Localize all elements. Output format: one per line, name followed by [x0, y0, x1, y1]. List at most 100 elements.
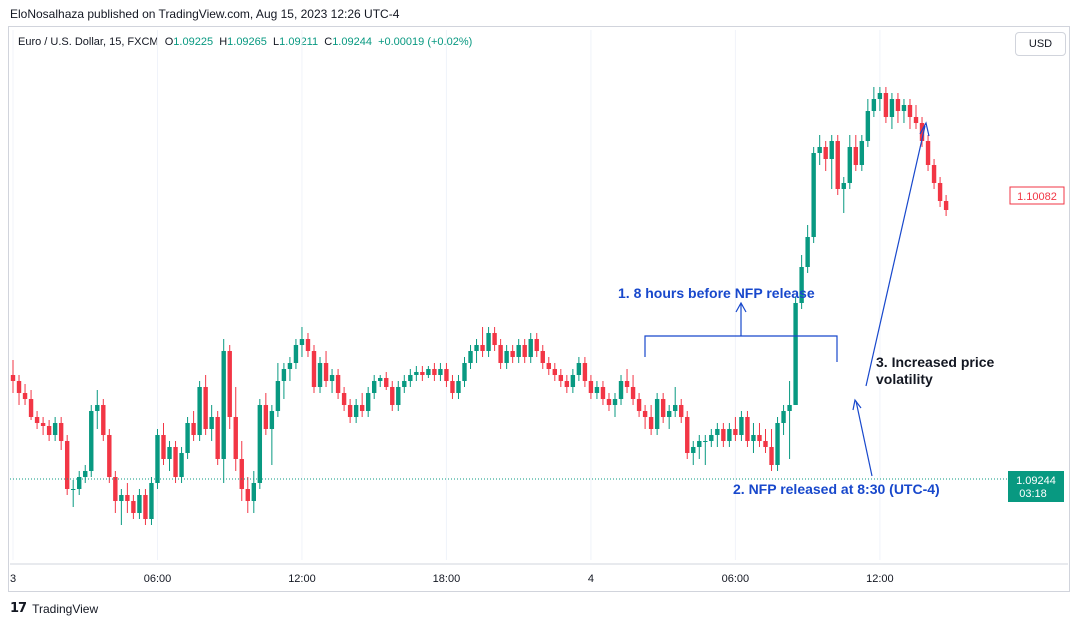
candle-body — [269, 411, 275, 429]
candle-down — [113, 471, 118, 513]
candle-down — [420, 366, 425, 381]
annotation-volatility-line1: 3. Increased price — [876, 354, 995, 370]
candle-body — [462, 363, 467, 381]
candle-body — [209, 417, 214, 429]
candle-up — [299, 327, 305, 357]
candle-body — [34, 417, 40, 423]
candle-body — [227, 351, 232, 417]
candle-body — [528, 339, 533, 357]
candle-body — [359, 405, 365, 411]
candle-body — [107, 435, 112, 477]
candle-body — [673, 405, 678, 411]
candle-up — [474, 339, 479, 363]
candle-body — [504, 351, 509, 363]
candle-body — [721, 429, 726, 441]
candle-down — [359, 393, 365, 417]
candle-body — [582, 363, 588, 381]
candle-down — [444, 363, 449, 387]
publisher-line: EloNosalhaza published on TradingView.co… — [10, 7, 400, 21]
candle-down — [64, 435, 70, 495]
candle-up — [727, 423, 732, 447]
candle-down — [763, 429, 768, 453]
candle-body — [666, 411, 672, 417]
candle-body — [811, 153, 816, 237]
candle-down — [432, 363, 437, 381]
candle-body — [456, 381, 461, 393]
candle-body — [600, 387, 606, 399]
candle-down — [28, 390, 34, 420]
candle-body — [817, 147, 822, 153]
candle-body — [546, 363, 551, 369]
open-label: O — [164, 36, 174, 48]
candle-down — [913, 105, 919, 129]
candle-body — [925, 141, 931, 165]
candle-up — [329, 369, 335, 393]
candle-body — [215, 417, 220, 459]
time-axis-tick-label: 18:00 — [433, 573, 461, 585]
candle-up — [462, 357, 467, 387]
candle-body — [907, 105, 913, 117]
candle-body — [685, 417, 690, 453]
candle-up — [811, 147, 816, 243]
candle-down — [835, 135, 840, 195]
candle-body — [480, 345, 485, 351]
candle-body — [829, 141, 834, 159]
candle-body — [71, 489, 76, 490]
candle-down — [624, 369, 630, 393]
candle-up — [71, 480, 76, 507]
candle-body — [311, 351, 317, 387]
candle-body — [450, 381, 455, 393]
annotation-8-hours: 1. 8 hours before NFP release — [618, 285, 815, 301]
candle-body — [624, 381, 630, 387]
candle-up — [396, 381, 401, 411]
candle-down — [943, 195, 949, 216]
candle-down — [757, 423, 762, 447]
candle-body — [781, 411, 786, 423]
candle-body — [396, 387, 401, 405]
candle-up — [372, 375, 377, 399]
current-price-value: 1.09244 — [1016, 475, 1056, 487]
candle-body — [733, 429, 738, 435]
annotation-nfp-released: 2. NFP released at 8:30 (UTC-4) — [733, 481, 940, 497]
candle-body — [137, 495, 142, 513]
candle-body — [805, 237, 810, 267]
candle-body — [329, 375, 335, 381]
candle-body — [799, 267, 804, 303]
candle-body — [10, 375, 16, 381]
candle-body — [221, 351, 226, 459]
candle-body — [131, 501, 136, 513]
candle-body — [408, 375, 413, 381]
candle-down — [540, 345, 545, 369]
candle-body — [883, 93, 889, 117]
candle-down — [22, 384, 28, 405]
candle-body — [113, 477, 118, 501]
currency-button[interactable]: USD — [1015, 32, 1066, 56]
candle-down — [40, 417, 46, 435]
candle-up — [95, 390, 100, 429]
candle-up — [691, 441, 696, 465]
candle-up — [365, 387, 371, 417]
candle-body — [516, 345, 521, 357]
candle-body — [757, 435, 762, 441]
candle-body — [384, 378, 389, 387]
candle-up — [618, 375, 624, 405]
candle-up — [841, 177, 846, 213]
candle-up — [197, 381, 202, 441]
candle-body — [420, 372, 425, 375]
candle-body — [709, 435, 714, 441]
candle-body — [378, 378, 383, 381]
footer-brand: TradingView — [32, 601, 99, 616]
candle-up — [209, 405, 214, 441]
candle-down — [937, 177, 943, 207]
candle-body — [263, 405, 269, 429]
candle-body — [28, 399, 34, 417]
candle-down — [522, 339, 527, 363]
candle-down — [263, 393, 269, 435]
candle-up — [402, 375, 407, 393]
candle-body — [763, 441, 768, 447]
candle-body — [438, 369, 443, 375]
candle-up — [859, 135, 865, 171]
candle-down — [823, 141, 828, 171]
candle-up — [703, 435, 708, 465]
